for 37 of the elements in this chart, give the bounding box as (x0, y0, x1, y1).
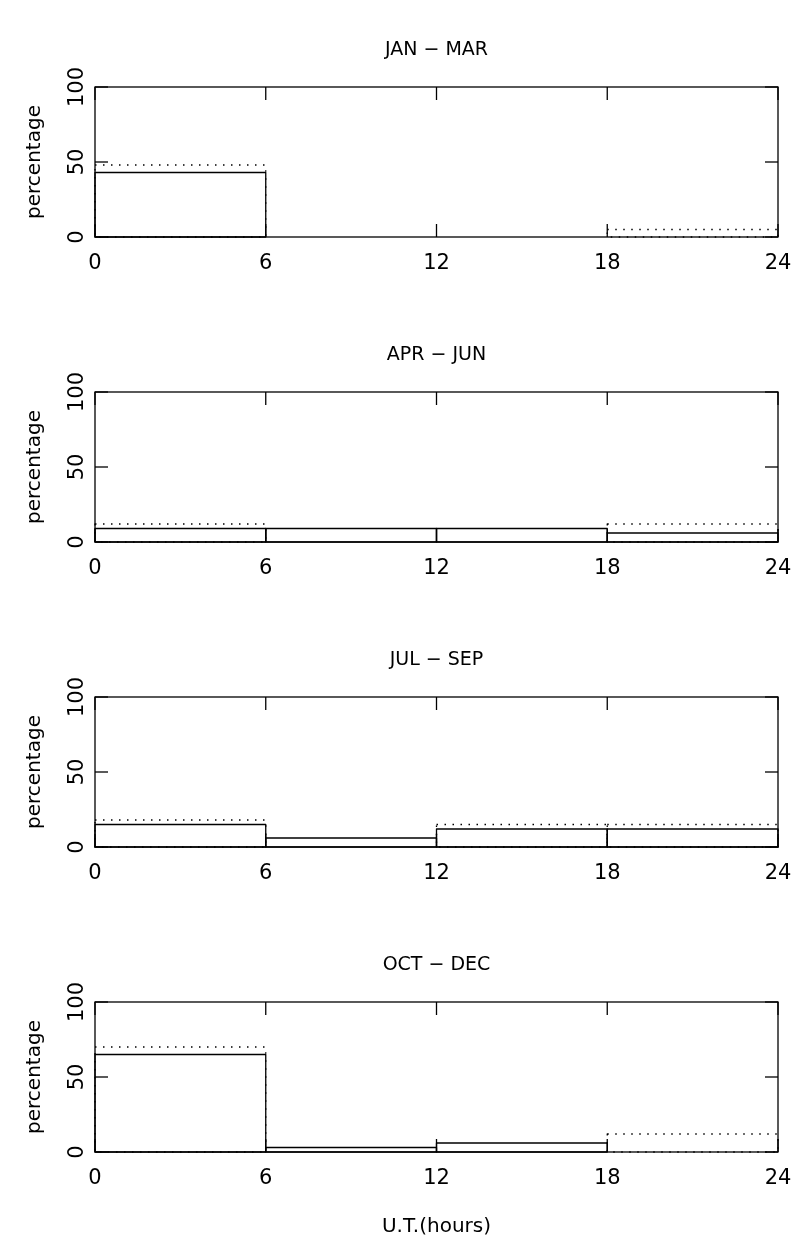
x-tick-label: 18 (593, 1165, 621, 1189)
x-tick-label: 24 (764, 555, 792, 579)
y-tick-label: 100 (64, 371, 88, 413)
chart-title: JAN − MAR (383, 37, 489, 59)
x-tick-label: 24 (764, 860, 792, 884)
x-tick-label: 18 (593, 250, 621, 274)
y-tick-label: 50 (64, 148, 88, 176)
x-tick-label: 6 (259, 555, 273, 579)
y-tick-label: 100 (64, 66, 88, 108)
y-tick-label: 0 (64, 840, 88, 854)
y-tick-label: 100 (64, 676, 88, 718)
y-tick-label: 0 (64, 1145, 88, 1159)
x-tick-label: 6 (259, 250, 273, 274)
x-tick-label: 6 (259, 860, 273, 884)
chart-title: APR − JUN (386, 342, 487, 364)
x-tick-label: 6 (259, 1165, 273, 1189)
y-axis-title: percentage (21, 1020, 45, 1134)
y-axis-title: percentage (21, 715, 45, 829)
x-tick-label: 18 (593, 555, 621, 579)
y-tick-label: 50 (64, 1063, 88, 1091)
x-tick-label: 12 (423, 860, 450, 884)
y-axis-title: percentage (21, 105, 45, 219)
x-tick-label: 24 (764, 1165, 792, 1189)
x-tick-label: 18 (593, 860, 621, 884)
x-tick-label: 12 (423, 1165, 450, 1189)
y-tick-label: 50 (64, 758, 88, 786)
x-tick-label: 24 (764, 250, 792, 274)
x-tick-label: 12 (423, 250, 450, 274)
y-axis-title: percentage (21, 410, 45, 524)
y-tick-label: 0 (64, 535, 88, 549)
x-tick-label: 12 (423, 555, 450, 579)
y-tick-label: 100 (64, 981, 88, 1023)
y-tick-label: 50 (64, 453, 88, 481)
y-tick-label: 0 (64, 230, 88, 244)
chart-title: JUL − SEP (388, 647, 484, 669)
chart-title: OCT − DEC (382, 952, 491, 974)
x-axis-title: U.T.(hours) (381, 1213, 492, 1237)
